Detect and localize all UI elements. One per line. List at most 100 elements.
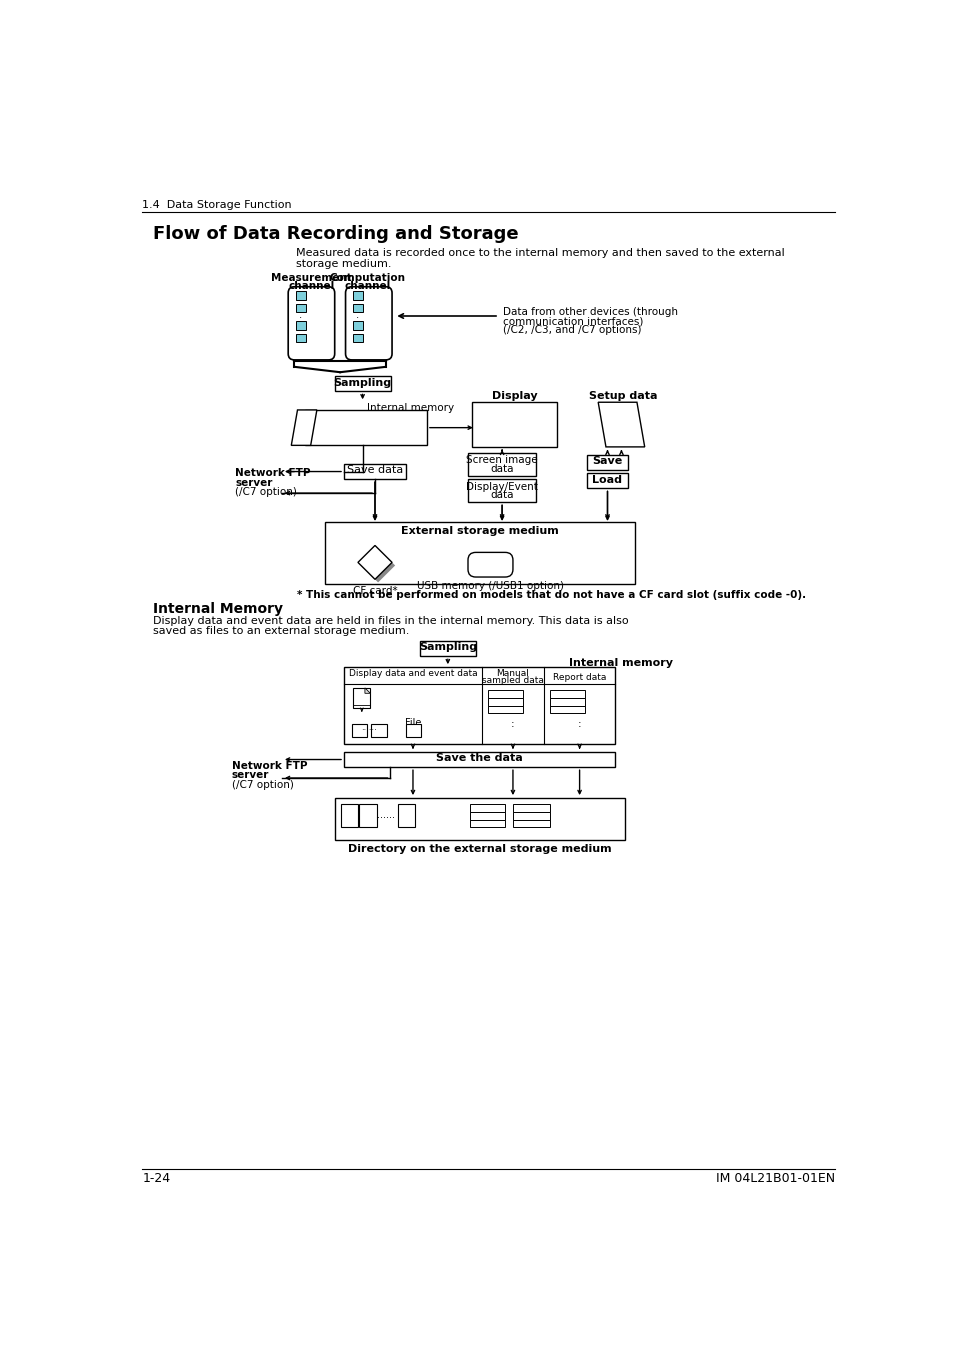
Text: (/C7 option): (/C7 option) — [235, 487, 297, 497]
Bar — [295, 304, 306, 312]
Text: ......: ...... — [361, 724, 376, 733]
Text: storage medium.: storage medium. — [295, 259, 391, 269]
Text: data: data — [490, 490, 514, 500]
Bar — [488, 690, 522, 698]
Bar — [353, 333, 363, 342]
Text: ......: ...... — [376, 810, 395, 819]
Bar — [406, 724, 421, 737]
Bar — [470, 811, 505, 819]
Text: saved as files to an external storage medium.: saved as files to an external storage me… — [153, 626, 409, 636]
Bar — [550, 706, 584, 713]
Text: Flow of Data Recording and Storage: Flow of Data Recording and Storage — [153, 225, 518, 243]
Text: Manual: Manual — [496, 670, 529, 679]
Bar — [340, 805, 357, 828]
Text: Sampling: Sampling — [334, 378, 392, 387]
FancyBboxPatch shape — [468, 552, 513, 576]
Bar — [513, 805, 550, 811]
Polygon shape — [291, 410, 316, 446]
Text: :: : — [298, 315, 302, 324]
Text: External storage medium: External storage medium — [400, 526, 558, 536]
Text: Measured data is recorded once to the internal memory and then saved to the exte: Measured data is recorded once to the in… — [295, 248, 784, 258]
Text: Internal Memory: Internal Memory — [153, 602, 283, 617]
FancyBboxPatch shape — [345, 286, 392, 360]
Polygon shape — [357, 545, 392, 579]
Bar — [324, 522, 634, 585]
Text: Save data: Save data — [347, 466, 403, 475]
Text: Sampling: Sampling — [418, 643, 476, 652]
Text: server: server — [232, 771, 269, 780]
Bar — [344, 464, 406, 479]
Text: Display/Event: Display/Event — [466, 482, 537, 491]
Polygon shape — [365, 688, 370, 694]
Text: Display data and event data: Display data and event data — [348, 670, 476, 679]
Bar — [371, 724, 386, 737]
Bar — [295, 333, 306, 342]
Bar — [305, 410, 427, 446]
Bar — [352, 724, 367, 737]
Bar — [513, 811, 550, 819]
Bar — [353, 688, 370, 707]
Text: Display data and event data are held in files in the internal memory. This data : Display data and event data are held in … — [153, 617, 628, 626]
Polygon shape — [360, 548, 395, 582]
Bar — [468, 479, 536, 502]
Text: Network FTP: Network FTP — [235, 468, 311, 478]
Text: data: data — [490, 464, 514, 474]
Text: channel: channel — [344, 281, 390, 290]
Text: Measurement: Measurement — [271, 273, 352, 284]
Text: USB memory (/USB1 option): USB memory (/USB1 option) — [416, 580, 563, 591]
Text: 1.4  Data Storage Function: 1.4 Data Storage Function — [142, 201, 292, 211]
Text: Report data: Report data — [553, 672, 606, 682]
Bar — [468, 454, 536, 477]
Text: File: File — [404, 718, 420, 728]
Text: channel: channel — [288, 281, 335, 290]
Bar — [488, 706, 522, 713]
Text: CF card*: CF card* — [353, 586, 396, 595]
Bar — [513, 819, 550, 828]
Text: communication interfaces): communication interfaces) — [502, 316, 642, 325]
Bar — [472, 402, 557, 447]
Bar — [353, 292, 363, 300]
Text: Data from other devices (through: Data from other devices (through — [502, 306, 678, 317]
Bar — [344, 752, 615, 767]
Bar — [397, 805, 415, 828]
Text: Screen image: Screen image — [466, 455, 537, 466]
FancyBboxPatch shape — [288, 286, 335, 360]
Text: (/C2, /C3, and /C7 options): (/C2, /C3, and /C7 options) — [502, 325, 640, 335]
Text: server: server — [235, 478, 273, 487]
Text: Internal memory: Internal memory — [367, 404, 454, 413]
Bar — [344, 667, 615, 744]
Text: 1-24: 1-24 — [142, 1172, 171, 1185]
Bar — [550, 698, 584, 706]
Text: Internal memory: Internal memory — [568, 657, 672, 668]
Text: :: : — [578, 720, 580, 729]
Bar — [335, 377, 390, 392]
Bar — [470, 805, 505, 811]
Bar — [353, 304, 363, 312]
Text: Directory on the external storage medium: Directory on the external storage medium — [348, 844, 611, 855]
Bar — [353, 321, 363, 329]
Bar — [550, 690, 584, 698]
Bar — [335, 798, 624, 840]
Text: :: : — [356, 315, 359, 324]
Polygon shape — [598, 402, 644, 447]
Text: Save the data: Save the data — [436, 753, 522, 763]
Text: sampled data: sampled data — [481, 675, 543, 684]
Bar — [470, 819, 505, 828]
Text: Setup data: Setup data — [588, 392, 657, 401]
Text: Computation: Computation — [329, 273, 405, 284]
Bar — [587, 455, 627, 470]
Bar — [295, 292, 306, 300]
Text: (/C7 option): (/C7 option) — [232, 779, 294, 790]
Text: IM 04L21B01-01EN: IM 04L21B01-01EN — [716, 1172, 835, 1185]
Bar — [295, 321, 306, 329]
Bar — [587, 472, 627, 489]
Bar — [488, 698, 522, 706]
Text: Display: Display — [491, 392, 537, 401]
Text: Network FTP: Network FTP — [232, 761, 307, 771]
Text: * This cannot be performed on models that do not have a CF card slot (suffix cod: * This cannot be performed on models tha… — [297, 590, 806, 601]
Bar — [359, 805, 376, 828]
Text: Load: Load — [592, 475, 622, 485]
Bar — [419, 641, 476, 656]
Text: :: : — [511, 720, 515, 729]
Text: Save: Save — [592, 456, 622, 466]
